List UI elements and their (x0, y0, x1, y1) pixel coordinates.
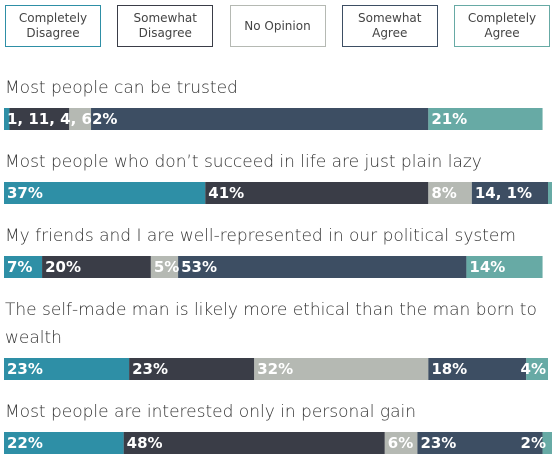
bar-segment (4, 256, 43, 278)
legend-item: Completely Agree (454, 5, 550, 47)
bar-segment (4, 108, 10, 130)
bar-segment (42, 256, 151, 278)
bar-segment (91, 108, 429, 130)
value-label: 8% (431, 184, 456, 202)
value-label: 23% (132, 360, 168, 378)
legend-item: Somewhat Agree (341, 5, 438, 47)
value-label: 23% (7, 360, 43, 378)
value-label: 14% (469, 258, 505, 276)
bar-segment (4, 432, 124, 454)
bar-segment (254, 358, 429, 380)
bar-segment (205, 182, 429, 204)
value-label: 1, 11, 4, 62% (7, 110, 117, 128)
bar-segment (129, 358, 255, 380)
bar-segment (4, 182, 206, 204)
value-label: 18% (431, 360, 467, 378)
bar-segment (178, 256, 467, 278)
bar-segment (471, 182, 548, 204)
legend-item: No Opinion (229, 5, 326, 47)
bar-segment (548, 182, 552, 204)
bar-segment (428, 182, 472, 204)
bar-segment (123, 432, 385, 454)
value-label: 4% (521, 360, 546, 378)
legend-item: Somewhat Disagree (117, 5, 214, 47)
bar-segment (417, 432, 543, 454)
value-label: 6% (388, 434, 413, 452)
bar-segment (69, 108, 92, 130)
value-label: 32% (257, 360, 293, 378)
value-label: 7% (7, 258, 32, 276)
value-label: 20% (45, 258, 81, 276)
legend: Completely Disagree Somewhat Disagree No O… (5, 5, 550, 47)
value-label: 21% (431, 110, 467, 128)
category-label: Most people who don’t succeed in life ar… (5, 152, 482, 172)
value-label: 53% (181, 258, 217, 276)
bar-segment (428, 358, 527, 380)
bar-segment (542, 432, 552, 454)
bar-segment (4, 358, 130, 380)
value-label: 48% (127, 434, 163, 452)
legend-item: Completely Disagree (5, 5, 101, 47)
value-label: 22% (7, 434, 43, 452)
value-label: 37% (7, 184, 43, 202)
bar-segment (428, 108, 543, 130)
category-label: Most people can be trusted (5, 78, 238, 98)
value-label: 2% (521, 434, 546, 452)
bar-segment (9, 108, 70, 130)
value-label: 23% (420, 434, 456, 452)
bar-segment (526, 358, 548, 380)
bar-segment (466, 256, 543, 278)
value-label: 5% (154, 258, 179, 276)
category-label: The self-made man is likely more ethical… (5, 300, 537, 348)
category-label: Most people are interested only in perso… (5, 402, 416, 422)
value-label: 41% (208, 184, 244, 202)
bar-segment (384, 432, 418, 454)
bar-segment (150, 256, 179, 278)
value-label: 14, 1% (475, 184, 532, 202)
category-label: My friends and I are well-represented in… (5, 226, 516, 246)
